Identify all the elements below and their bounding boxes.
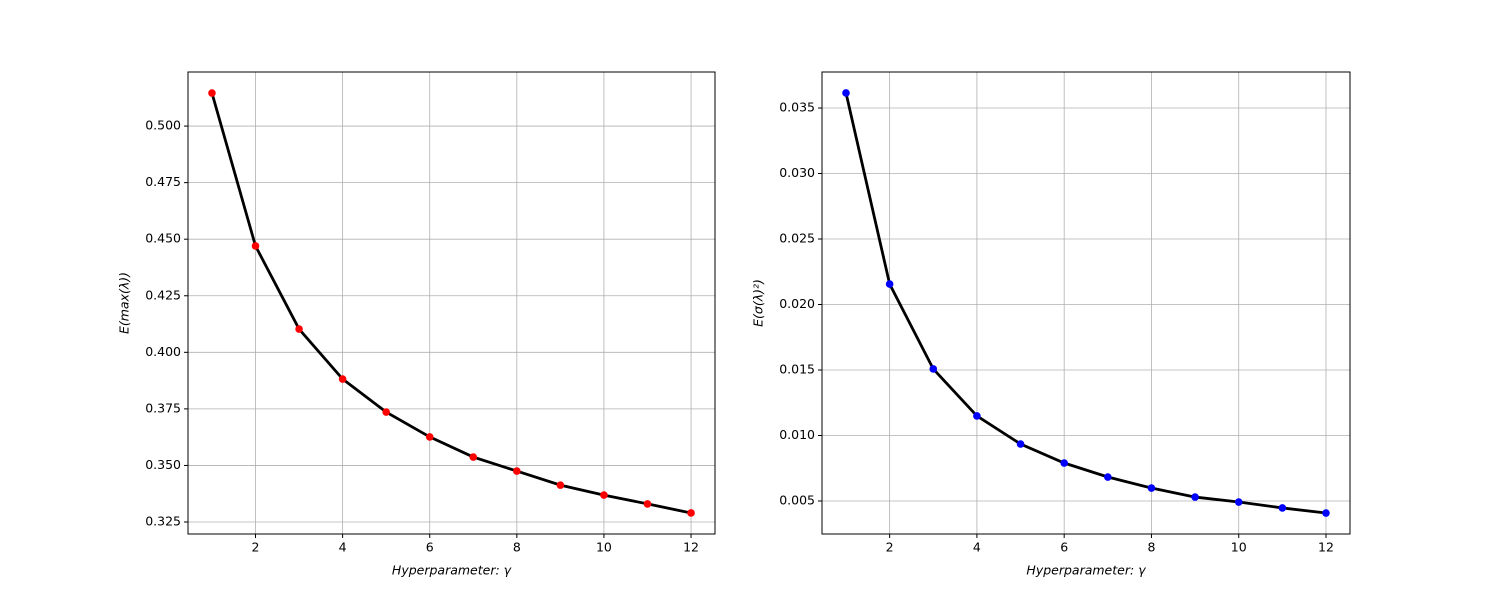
series-line (844, 92, 1327, 515)
data-point (338, 375, 347, 383)
y-tick-label: 0.500 (145, 118, 181, 133)
y-tick-label: 0.450 (145, 231, 181, 246)
y-axis-label: E(max(λ)) (117, 272, 132, 334)
data-point (885, 280, 894, 288)
x-tick-label: 8 (1147, 540, 1155, 555)
data-point (251, 242, 260, 250)
x-axis-label: Hyperparameter: γ (392, 563, 512, 578)
data-point (1147, 484, 1156, 492)
data-point (1104, 473, 1112, 481)
x-tick-label: 4 (973, 540, 981, 555)
data-point (1191, 493, 1199, 501)
y-axis-label: E(σ(λ)²) (751, 279, 766, 327)
data-point (1234, 498, 1243, 506)
data-point (295, 325, 303, 333)
series-line (210, 92, 692, 515)
data-point (425, 433, 434, 441)
data-point (556, 481, 565, 489)
data-point (1016, 440, 1025, 448)
y-tick-label: 0.325 (145, 514, 181, 529)
y-tick-label: 0.350 (145, 457, 181, 472)
x-tick-label: 2 (886, 540, 894, 555)
data-point (929, 365, 938, 373)
y-tick-label: 0.475 (145, 174, 181, 189)
x-tick-label: 2 (252, 540, 260, 555)
x-axis-label: Hyperparameter: γ (1026, 563, 1146, 578)
data-point (1322, 509, 1330, 517)
data-point (513, 467, 521, 475)
y-tick-label: 0.030 (779, 165, 815, 180)
data-point (643, 500, 652, 508)
y-tick-label: 0.425 (145, 287, 181, 302)
x-tick-label: 8 (513, 540, 521, 555)
x-tick-label: 10 (596, 540, 612, 555)
data-point (600, 491, 608, 499)
x-tick-label: 6 (426, 540, 434, 555)
x-tick-label: 6 (1060, 540, 1068, 555)
data-point (687, 509, 695, 517)
data-point (1060, 459, 1068, 467)
y-tick-label: 0.010 (779, 427, 815, 442)
data-point (1278, 504, 1287, 512)
data-point (842, 89, 850, 97)
y-tick-label: 0.015 (779, 362, 815, 377)
data-point (973, 412, 981, 420)
y-tick-label: 0.025 (779, 231, 815, 246)
y-tick-label: 0.375 (145, 400, 181, 415)
data-point (208, 89, 216, 97)
x-tick-label: 10 (1231, 540, 1247, 555)
x-tick-label: 4 (339, 540, 347, 555)
y-tick-label: 0.020 (779, 296, 815, 311)
x-tick-label: 12 (1318, 540, 1334, 555)
y-tick-label: 0.400 (145, 344, 181, 359)
plot-frame (821, 71, 1351, 535)
x-tick-label: 12 (683, 540, 699, 555)
y-tick-label: 0.005 (779, 492, 815, 507)
data-point (469, 453, 478, 461)
y-tick-label: 0.035 (779, 100, 815, 115)
plot-frame (187, 71, 716, 535)
data-point (382, 408, 390, 416)
